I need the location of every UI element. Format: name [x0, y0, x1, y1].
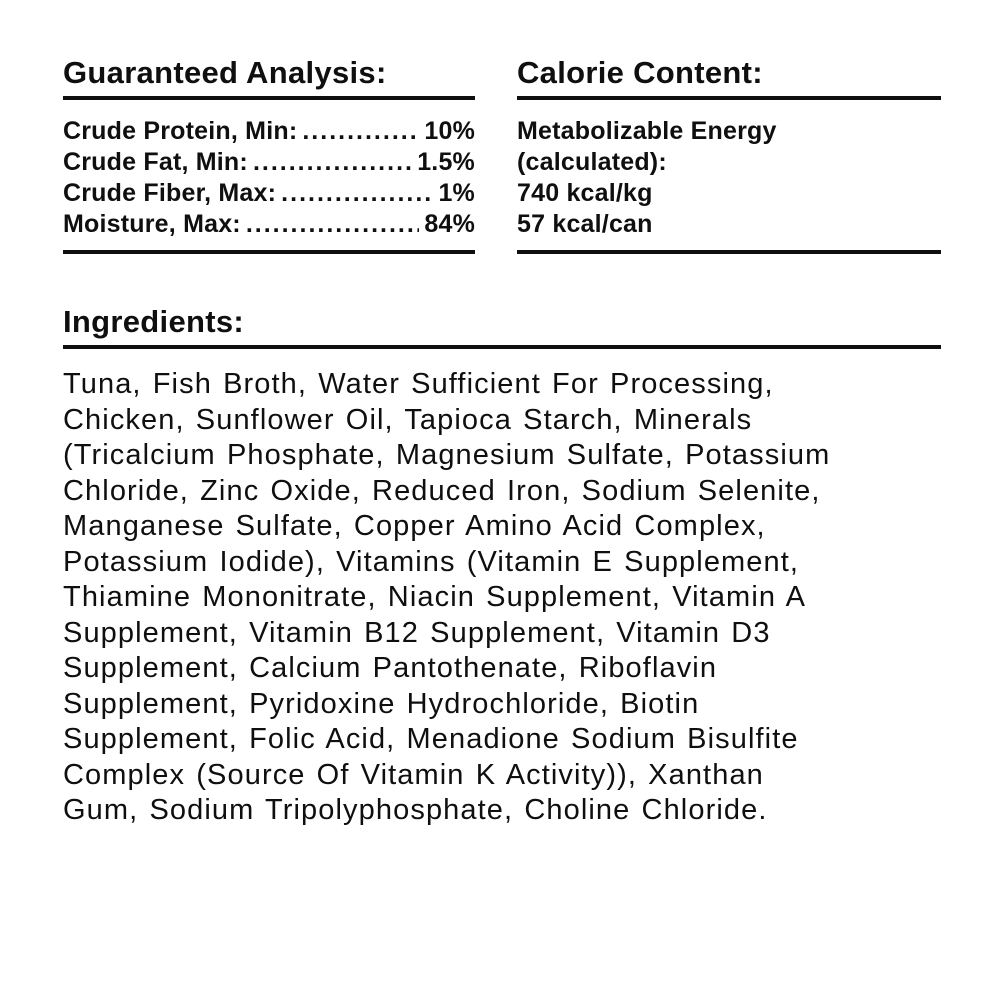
ingredients-section: Ingredients: Tuna, Fish Broth, Water Suf… — [63, 306, 941, 829]
analysis-label: Crude Fiber, Max: — [63, 179, 277, 207]
analysis-label: Moisture, Max: — [63, 210, 241, 238]
nutrition-label: Guaranteed Analysis: Crude Protein, Min:… — [63, 57, 941, 858]
leader-dots: ........................................… — [245, 210, 420, 238]
leader-dots: ........................................… — [302, 117, 419, 145]
calorie-line-energy: Metabolizable Energy — [517, 117, 777, 145]
analysis-row-crude-protein: Crude Protein, Min: ....................… — [63, 116, 475, 147]
guaranteed-analysis-heading-rule — [63, 96, 475, 100]
calorie-line-calculated: (calculated): — [517, 148, 667, 176]
analysis-value: 1% — [438, 179, 475, 207]
guaranteed-analysis-heading: Guaranteed Analysis: — [63, 55, 387, 90]
calorie-line-kcal-can: 57 kcal/can — [517, 210, 653, 238]
calorie-content-bottom-rule — [517, 250, 941, 254]
analysis-value: 10% — [424, 117, 475, 145]
leader-dots: ........................................… — [252, 148, 413, 176]
calorie-line-kcal-kg: 740 kcal/kg — [517, 179, 653, 207]
analysis-row-crude-fat: Crude Fat, Min: ........................… — [63, 147, 475, 178]
guaranteed-analysis-bottom-rule — [63, 250, 475, 254]
leader-dots: ........................................… — [281, 179, 434, 207]
analysis-row-crude-fiber: Crude Fiber, Max: ......................… — [63, 178, 475, 209]
analysis-value: 84% — [424, 210, 475, 238]
calorie-content-heading: Calorie Content: — [517, 55, 763, 90]
analysis-label: Crude Fat, Min: — [63, 148, 248, 176]
ingredients-heading: Ingredients: — [63, 304, 245, 339]
ingredients-heading-rule — [63, 345, 941, 349]
calorie-content-lines: Metabolizable Energy (calculated): 740 k… — [517, 116, 941, 240]
calorie-content-heading-rule — [517, 96, 941, 100]
analysis-row-moisture: Moisture, Max: .........................… — [63, 209, 475, 240]
guaranteed-analysis-section: Guaranteed Analysis: Crude Protein, Min:… — [63, 57, 475, 254]
analysis-label: Crude Protein, Min: — [63, 117, 298, 145]
label-top-columns: Guaranteed Analysis: Crude Protein, Min:… — [63, 57, 941, 254]
analysis-value: 1.5% — [417, 148, 475, 176]
calorie-content-section: Calorie Content: Metabolizable Energy (c… — [517, 57, 941, 254]
ingredients-text: Tuna, Fish Broth, Water Sufficient For P… — [63, 368, 831, 826]
guaranteed-analysis-rows: Crude Protein, Min: ....................… — [63, 116, 475, 240]
